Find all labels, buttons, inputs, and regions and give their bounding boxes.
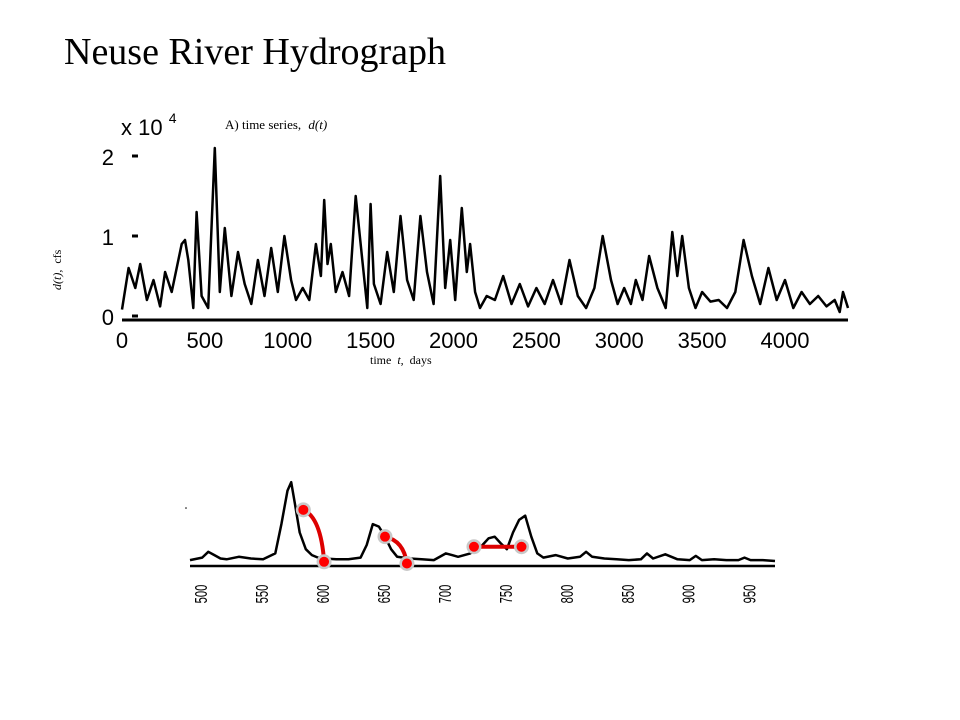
chart-b-xtick-label: 600: [315, 585, 334, 604]
xlabel-text: time: [370, 353, 391, 367]
y-multiplier: x 10 4: [121, 110, 177, 140]
chart-a-series-line: [120, 146, 850, 314]
chart-b-xtick-label: 750: [498, 585, 517, 604]
slide-title: Neuse River Hydrograph: [64, 31, 447, 73]
chart-b-xtick-label: 550: [254, 585, 273, 604]
chart-a-xtick-label: 3000: [595, 328, 644, 353]
chart-b-marks: [189, 480, 776, 563]
chart-a-xtick-label: 2000: [429, 328, 478, 353]
chart-a-marks: [120, 146, 850, 314]
chart-b-axes: 500 550 600 650 700 750 800 850 900 950: [185, 507, 775, 603]
recession-point: [319, 556, 330, 567]
chart-b-xtick-label: 650: [376, 585, 395, 604]
y-multiplier-base: x 10: [121, 115, 163, 140]
recession-point: [516, 541, 527, 552]
ylabel-unit: cfs: [50, 249, 64, 263]
chart-a-ytick-label: 0: [102, 305, 114, 330]
chart-a-title-text: A) time series,: [225, 117, 301, 132]
chart-b-xtick-label: 800: [559, 585, 578, 604]
chart-a-xtick-label: 4000: [761, 328, 810, 353]
chart-a-xtick-label: 3500: [678, 328, 727, 353]
recession-point: [468, 541, 479, 552]
recession-point: [401, 558, 412, 569]
chart-a-ytick-label: 2: [102, 145, 114, 170]
chart-b-xtick-label: 500: [193, 585, 212, 604]
chart-a-xtick-label: 0: [116, 328, 128, 353]
xlabel-var: t,: [397, 353, 403, 367]
chart-b-overlay: [295, 502, 529, 571]
chart-b-stray-dot: [185, 507, 187, 509]
chart-a-xtick-label: 2500: [512, 328, 561, 353]
xlabel-unit: days: [410, 353, 432, 367]
chart-a-xtick-label: 500: [187, 328, 224, 353]
chart-a-title: A) time series, d(t): [225, 117, 327, 132]
chart-b-series-line: [189, 480, 776, 563]
recession-point: [380, 531, 390, 542]
chart-a-axes: 0 500 1000 1500 2000 2500 3000 3500 4000 0 1 2: [102, 145, 848, 353]
chart-a-ylabel: d(t), cfs: [50, 249, 64, 290]
chart-a-title-var: d(t): [308, 117, 327, 132]
chart-a-xtick-label: 1000: [263, 328, 312, 353]
y-multiplier-exp: 4: [169, 110, 177, 126]
chart-a-xlabel: time t, days: [370, 353, 432, 367]
chart-b-xtick-label: 900: [680, 585, 699, 604]
chart-b-xtick-label: 950: [741, 585, 760, 604]
chart-a-xtick-label: 1500: [346, 328, 395, 353]
chart-b-xtick-label: 700: [437, 585, 456, 604]
ylabel-var: d(t),: [50, 270, 64, 290]
chart-b-xtick-label: 850: [620, 585, 639, 604]
recession-arc: [301, 507, 327, 564]
recession-point: [298, 504, 309, 515]
chart-a-ytick-label: 1: [102, 225, 114, 250]
